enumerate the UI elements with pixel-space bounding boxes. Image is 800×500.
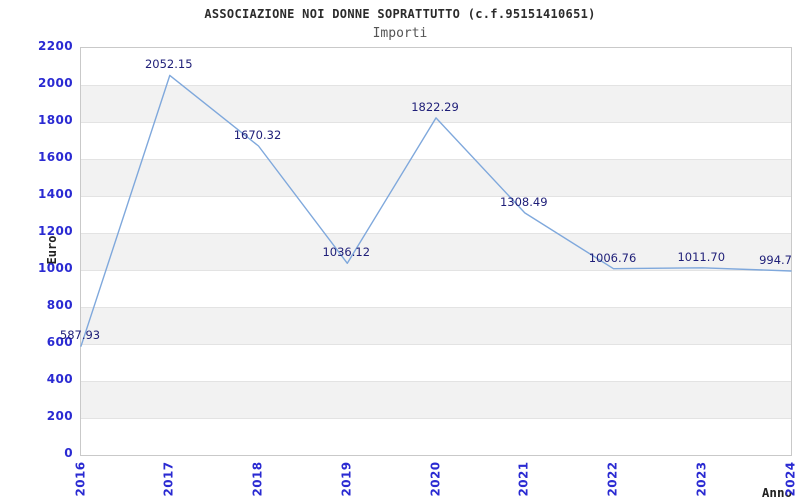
gridline <box>81 159 791 160</box>
point-value-label: 2052.15 <box>144 57 193 72</box>
x-tick-label: 2017 <box>161 461 176 497</box>
x-tick-label: 2024 <box>783 461 797 497</box>
point-value-label: 1006.76 <box>588 250 637 265</box>
gridline <box>81 381 791 382</box>
x-tick-label: 2016 <box>73 461 87 497</box>
y-tick-label: 1200 <box>38 224 73 238</box>
gridline <box>81 344 791 345</box>
y-tick-label: 1600 <box>38 150 73 164</box>
x-tick-label: 2023 <box>694 461 709 497</box>
point-value-label: 1011.70 <box>677 249 726 264</box>
grid-band <box>81 159 791 196</box>
x-tick-label: 2019 <box>339 461 354 497</box>
gridline <box>81 418 791 419</box>
y-tick-label: 600 <box>46 335 73 349</box>
y-tick-label: 1400 <box>38 187 73 201</box>
point-value-label: 1822.29 <box>411 99 459 114</box>
gridline <box>81 122 791 123</box>
x-tick-label: 2020 <box>428 461 442 497</box>
data-line <box>80 74 792 347</box>
y-tick-label: 2200 <box>38 39 73 53</box>
y-tick-label: 400 <box>46 372 73 386</box>
chart-title: ASSOCIAZIONE NOI DONNE SOPRATTUTTO (c.f.… <box>204 7 596 21</box>
y-tick-label: 1800 <box>38 113 73 127</box>
y-tick-label: 1000 <box>38 261 73 275</box>
gridline <box>81 233 791 234</box>
gridline <box>81 85 791 86</box>
y-tick-label: 2000 <box>38 76 73 90</box>
y-tick-label: 800 <box>46 298 73 312</box>
x-axis-label: Anno <box>761 485 792 500</box>
x-tick-label: 2018 <box>250 461 265 497</box>
gridline <box>81 196 791 197</box>
point-value-label: 587.93 <box>59 328 101 343</box>
point-value-label: 1670.32 <box>233 127 282 142</box>
grid-band <box>81 381 791 418</box>
point-value-label: 1036.12 <box>322 245 371 260</box>
line-plot <box>80 74 792 347</box>
chart-subtitle: Importi <box>372 26 428 41</box>
grid-band <box>81 233 791 270</box>
y-tick-label: 200 <box>46 409 73 423</box>
grid-band <box>81 85 791 122</box>
x-tick-label: 2021 <box>516 461 531 497</box>
gridline <box>81 270 791 271</box>
y-tick-label: 0 <box>64 446 73 460</box>
grid-band <box>81 307 791 344</box>
plot-area <box>80 47 792 456</box>
x-tick-label: 2022 <box>605 461 620 497</box>
point-value-label: 994.7 <box>759 252 792 267</box>
gridline <box>81 307 791 308</box>
point-value-label: 1308.49 <box>499 194 548 209</box>
